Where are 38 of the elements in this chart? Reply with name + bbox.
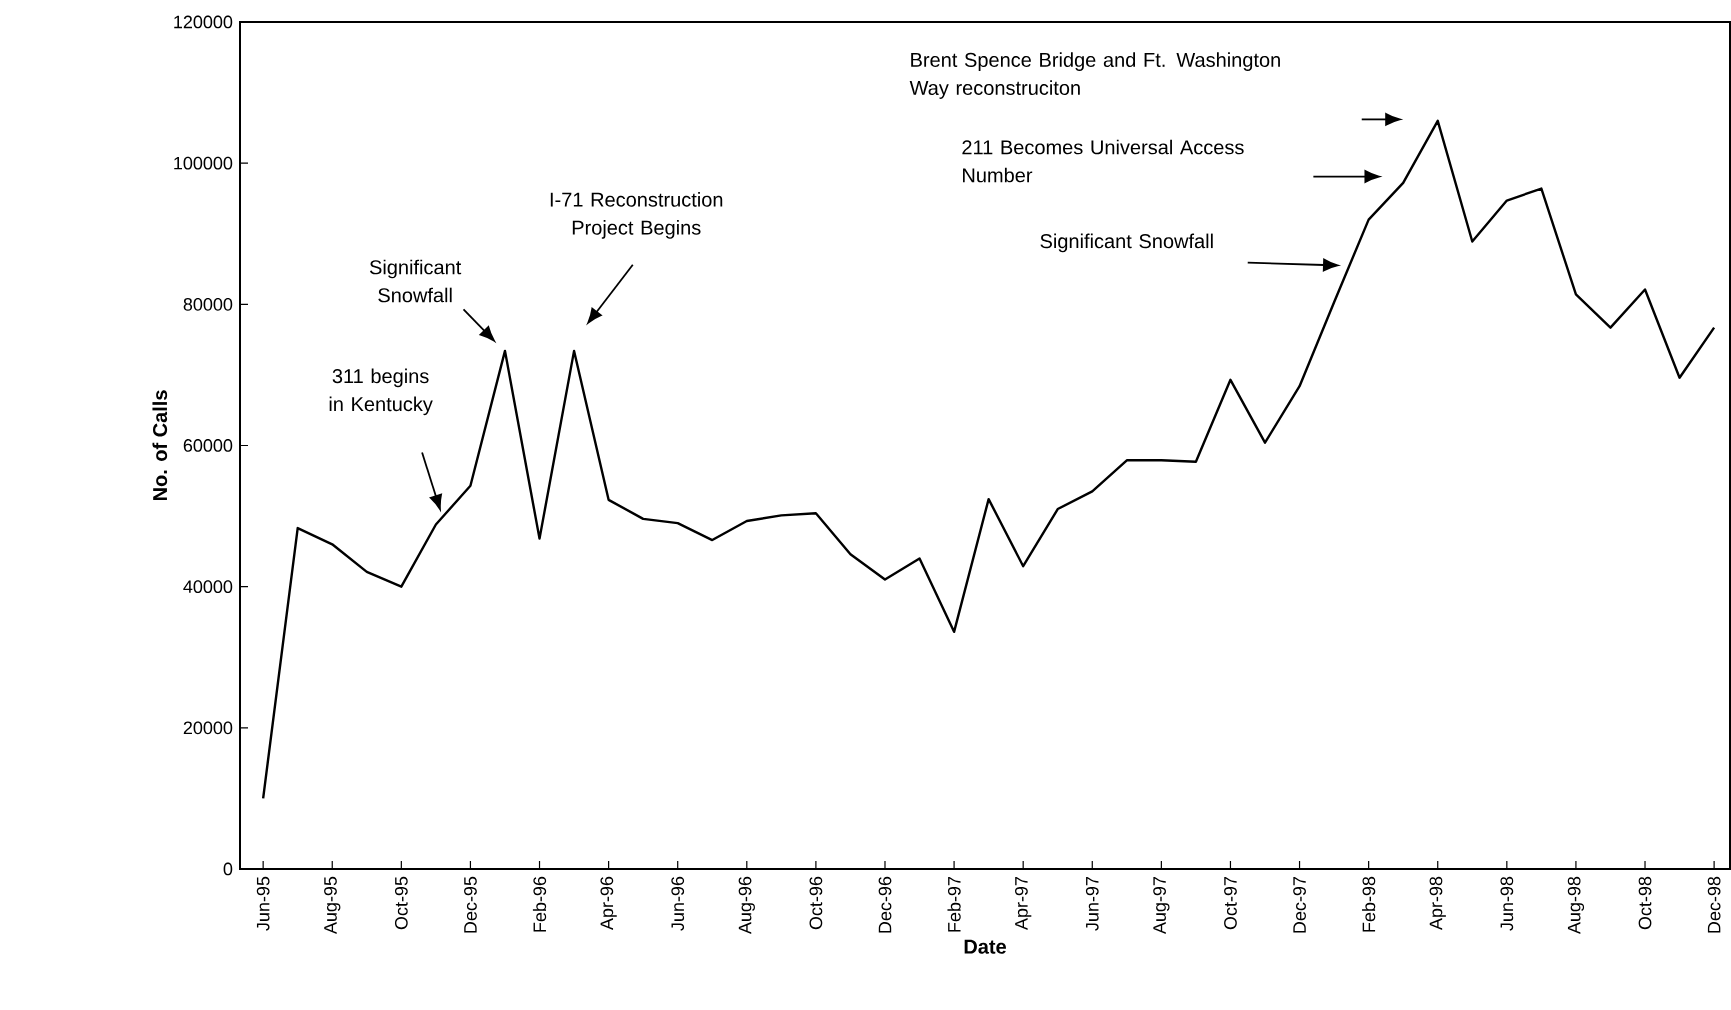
x-tick-label: Apr-97 — [1015, 876, 1032, 931]
x-tick-label: Apr-96 — [600, 876, 617, 931]
line-series — [261, 119, 1716, 800]
x-tick-label: Jun-97 — [1085, 876, 1099, 931]
annotation: 311 begins in Kentucky — [329, 368, 433, 416]
y-tick-label: 80000 — [183, 297, 233, 311]
x-tick-label: Dec-97 — [1293, 876, 1306, 933]
y-tick-label: 120000 — [174, 15, 233, 29]
x-tick-label: Dec-95 — [464, 876, 477, 933]
x-tick-label: Aug-96 — [738, 876, 755, 935]
x-tick-label: Dec-96 — [878, 876, 892, 933]
x-tick-label: Oct-95 — [394, 876, 408, 930]
y-tick-label: 100000 — [174, 156, 233, 170]
x-tick-label: Jun-98 — [1500, 876, 1514, 931]
x-tick-label: Aug-98 — [1567, 876, 1585, 935]
y-tick-label: 20000 — [183, 721, 233, 735]
annotation: 211 Becomes Universal Access Number — [962, 139, 1244, 183]
x-tick-label: Feb-98 — [1362, 876, 1376, 932]
x-tick-label: Feb-96 — [532, 876, 547, 932]
y-tick-label: 40000 — [183, 580, 233, 594]
x-tick-label: Oct-97 — [1224, 876, 1237, 930]
y-tick-label: 60000 — [183, 439, 233, 452]
x-tick-label: Dec-98 — [1707, 876, 1721, 933]
x-tick-label: Apr-98 — [1429, 876, 1446, 931]
annotation: Brent Spence Bridge and Ft. Washington Way reconstruciton — [909, 52, 1280, 99]
x-tick-label: Jun-96 — [671, 876, 685, 931]
x-tick-label: Oct-98 — [1638, 876, 1652, 930]
x-tick-label: Aug-95 — [324, 876, 341, 935]
annotation: Significant Snowfall — [1040, 233, 1213, 253]
x-tick-label: Feb-97 — [947, 876, 961, 932]
x-tick-label: Aug-97 — [1153, 876, 1170, 935]
annotation: Significant Snowfall — [369, 259, 462, 303]
x-tick-label: Jun-95 — [256, 876, 270, 931]
y-tick-label: 0 — [223, 862, 233, 876]
y-axis-title: No. of Calls — [152, 390, 168, 501]
x-tick-label: Oct-96 — [809, 876, 823, 930]
annotation: I-71 Reconstruction Project Begins — [550, 192, 723, 239]
x-axis-title: Date — [964, 939, 1006, 954]
